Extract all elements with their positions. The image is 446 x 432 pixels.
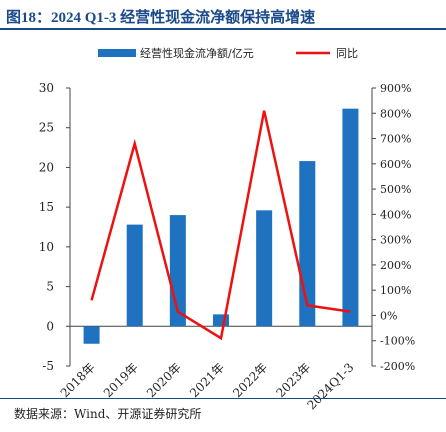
bar-2018年 bbox=[83, 326, 100, 344]
bar-2022年 bbox=[256, 210, 273, 327]
x-tick-label: 2019年 bbox=[101, 360, 141, 400]
right-tick-label: 900% bbox=[380, 82, 411, 95]
right-tick-label: 0% bbox=[380, 309, 397, 322]
yoy-line bbox=[90, 110, 351, 341]
right-tick-label: -100% bbox=[380, 335, 415, 348]
left-tick-label: 15 bbox=[39, 200, 54, 214]
left-tick-label: 30 bbox=[39, 81, 54, 95]
right-tick-label: 100% bbox=[380, 284, 411, 297]
left-tick-label: 25 bbox=[39, 121, 54, 135]
left-tick-label: 20 bbox=[39, 160, 54, 174]
bar-2021年 bbox=[213, 314, 229, 327]
x-tick-label: 2020年 bbox=[144, 360, 184, 400]
left-tick-label: 5 bbox=[46, 280, 54, 294]
left-tick-label: -5 bbox=[42, 359, 54, 373]
legend-bar-label: 经营性现金流净额/亿元 bbox=[140, 46, 254, 60]
right-tick-label: 700% bbox=[380, 133, 411, 146]
right-tick-label: 200% bbox=[380, 259, 411, 272]
legend-bar-swatch bbox=[98, 49, 136, 57]
right-tick-label: 800% bbox=[380, 107, 411, 120]
right-tick-label: 300% bbox=[380, 234, 411, 247]
x-tick-label: 2018年 bbox=[58, 360, 98, 400]
source-note: 数据来源：Wind、开源证券研究所 bbox=[14, 407, 202, 421]
x-tick-label: 2023年 bbox=[273, 360, 313, 400]
source-divider bbox=[0, 398, 446, 399]
x-tick-label: 2024Q1-3 bbox=[304, 360, 356, 412]
left-tick-label: 10 bbox=[39, 240, 54, 254]
right-tick-label: 600% bbox=[380, 158, 411, 171]
right-tick-label: 500% bbox=[380, 183, 411, 196]
x-tick-label: 2021年 bbox=[187, 360, 227, 400]
chart-title: 图18：2024 Q1-3 经营性现金流净额保持高增速 bbox=[6, 10, 316, 26]
bar-2024Q1-3 bbox=[342, 108, 359, 327]
left-tick-label: 0 bbox=[46, 319, 54, 333]
x-tick-label: 2022年 bbox=[230, 360, 270, 400]
bar-2019年 bbox=[126, 224, 143, 327]
right-tick-label: 400% bbox=[380, 208, 411, 221]
legend-line-label: 同比 bbox=[336, 47, 358, 60]
title-underline bbox=[0, 28, 446, 30]
right-tick-label: -200% bbox=[380, 360, 415, 373]
